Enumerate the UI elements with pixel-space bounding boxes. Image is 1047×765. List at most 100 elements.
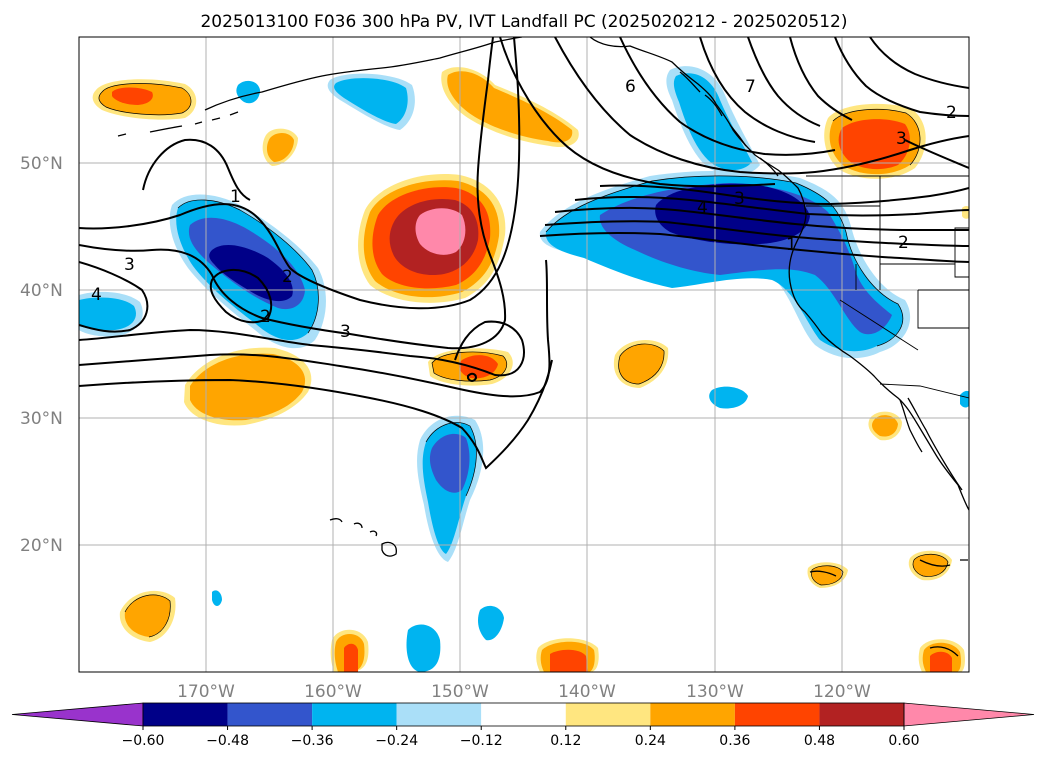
- colorbar-segment: [227, 703, 313, 726]
- pos-east-light: [618, 343, 665, 384]
- contour-3-west: [79, 261, 525, 377]
- colorbar-ticks: −0.60 −0.48 −0.36 −0.24 −0.12 0.12 0.24 0.36 0.4…: [122, 726, 920, 749]
- lon-label-160w: 160°W: [304, 682, 362, 702]
- contour-5-west: [79, 359, 553, 470]
- colorbar-tick-label: 0.36: [719, 733, 750, 749]
- fill-outlines: [98, 83, 949, 638]
- us-mexico-border: [879, 383, 969, 399]
- figure-title: 2025013100 F036 300 hPa PV, IVT Landfall…: [200, 12, 847, 32]
- contour-east-4: [574, 196, 969, 217]
- north-america-coast: [589, 37, 969, 511]
- lon-label-130w: 130°W: [686, 682, 744, 702]
- colorbar-tick-label: −0.12: [460, 733, 503, 749]
- pos-nw-mid: [112, 87, 153, 105]
- contour-east-5: [599, 184, 969, 206]
- pos-sw-light: [124, 594, 171, 637]
- latitude-labels: 50°N 40°N 30°N 20°N: [20, 154, 63, 556]
- clabel-3a: 3: [124, 255, 135, 275]
- map-frame: [78, 36, 970, 673]
- lat-label-30: 30°N: [20, 409, 63, 429]
- contour-east-8: [619, 37, 836, 156]
- contour-labels: 1 2 3 4 3 2 3 4 5 6 7 1 2 2 3: [91, 77, 957, 342]
- clabel-2d: 2: [946, 103, 957, 123]
- neg-west-light: [79, 297, 136, 331]
- pos-sub-west-light: [190, 353, 306, 421]
- lat-label-40: 40°N: [20, 281, 63, 301]
- pos-bot-3-red: [930, 651, 952, 672]
- colorbar-segments: [11, 702, 1035, 727]
- colorbar-segment: [143, 703, 228, 726]
- clabel-7: 7: [745, 77, 756, 97]
- pos-central-max: [415, 208, 466, 255]
- bc-islands: [679, 71, 779, 177]
- alaska-coast: [204, 37, 523, 111]
- pos-east-edge: [962, 206, 969, 219]
- contour-east-6: [499, 37, 776, 188]
- lat-label-50: 50°N: [20, 154, 63, 174]
- coastlines: [117, 37, 969, 657]
- hawaii: [329, 518, 397, 557]
- colorbar-segment: [734, 703, 820, 726]
- colorbar-segment: [819, 703, 904, 726]
- contour-east-1: [539, 231, 969, 263]
- colorbar: −0.60 −0.48 −0.36 −0.24 −0.12 0.12 0.24 0.36 0.4…: [11, 702, 1035, 749]
- neg-blob-2: [478, 605, 504, 641]
- neg-goa-light: [334, 78, 408, 124]
- state-borders: [806, 176, 969, 351]
- contour-east-7: [554, 37, 969, 175]
- pos-bot-2-red: [550, 649, 588, 672]
- neg-blob-4: [960, 390, 969, 408]
- aleutians: [117, 111, 239, 137]
- contour-east-9: [699, 37, 816, 143]
- contour-4-west: [79, 259, 551, 398]
- map-panel: 1 2 3 4 3 2 3 4 5 6 7 1 2 2 3: [78, 36, 970, 673]
- clabel-3c: 3: [734, 189, 745, 209]
- contour-east-2: [544, 220, 969, 247]
- contour-loop: [209, 269, 273, 324]
- pos-goa-light: [447, 71, 573, 143]
- lon-label-150w: 150°W: [431, 682, 489, 702]
- clabel-6: 6: [625, 77, 636, 97]
- clabel-2c: 2: [898, 233, 909, 253]
- lat-label-20: 20°N: [20, 536, 63, 556]
- baja-coast: [899, 397, 963, 491]
- colorbar-segment: [565, 703, 651, 726]
- contour-east-3: [554, 206, 969, 232]
- neg-blob-5: [212, 590, 222, 606]
- clabel-4b: 4: [697, 198, 708, 218]
- colorbar-over-arrow: [903, 702, 1035, 727]
- clabel-1a: 1: [230, 187, 241, 207]
- clabel-3b: 3: [340, 322, 351, 342]
- contour-east-13: [869, 37, 969, 89]
- colorbar-tick-label: −0.36: [291, 733, 334, 749]
- colorbar-tick-label: 0.48: [804, 733, 835, 749]
- colorbar-under-arrow: [11, 702, 144, 727]
- colorbar-segment: [312, 703, 397, 726]
- colorbar-tick-label: 0.12: [550, 733, 581, 749]
- pos-bot-1-red: [344, 643, 358, 672]
- neg-blob-3: [406, 624, 441, 672]
- contour-east-11: [789, 37, 853, 121]
- colorbar-tick-label: 0.60: [888, 733, 919, 749]
- pos-mex2-light: [913, 554, 948, 577]
- pv-contours: [79, 37, 969, 470]
- colorbar-tick-label: −0.60: [122, 733, 165, 749]
- longitude-labels: 170°W 160°W 150°W 140°W 130°W 120°W: [177, 682, 871, 702]
- neg-blob-1: [709, 386, 748, 409]
- colorbar-tick-label: −0.24: [375, 733, 418, 749]
- neg-bc-blue: [673, 73, 752, 171]
- pv-anomaly-fills: [79, 66, 969, 672]
- clabel-4a: 4: [91, 285, 102, 305]
- contour-1-west: [79, 37, 521, 310]
- colorbar-tick-label: 0.24: [635, 733, 666, 749]
- clabel-1b: 1: [786, 235, 797, 255]
- colorbar-segment: [396, 703, 482, 726]
- lon-label-170w: 170°W: [177, 682, 235, 702]
- pos-small-orange: [266, 132, 294, 162]
- pos-baja-light: [872, 415, 898, 437]
- mexico-coast: [809, 559, 968, 657]
- neg-band-dark: [655, 183, 810, 245]
- neg-aleut-small: [236, 80, 260, 104]
- clabel-2b: 2: [260, 307, 271, 327]
